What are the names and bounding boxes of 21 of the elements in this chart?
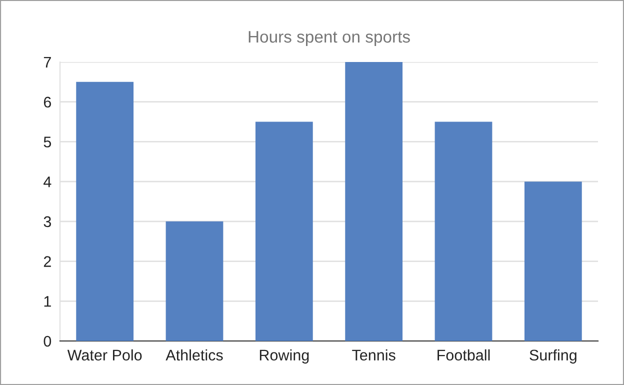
bar	[76, 82, 134, 341]
x-tick-label: Surfing	[530, 349, 576, 364]
y-tick-label: 6	[44, 96, 51, 108]
y-tick-label: 5	[44, 136, 52, 148]
bar	[345, 62, 403, 341]
bar	[524, 182, 582, 341]
y-tick-label: 7	[44, 57, 51, 68]
x-tick-label: Water Polo	[67, 349, 142, 361]
y-tick-label: 1	[44, 296, 51, 307]
x-tick-label: Football	[438, 349, 490, 361]
y-tick-label: 4	[44, 176, 52, 188]
y-tick-label: 3	[44, 216, 51, 228]
y-tick-label: 0	[44, 336, 52, 347]
x-tick-label: Tennis	[352, 349, 396, 361]
bar	[166, 221, 224, 341]
y-tick-label: 2	[44, 256, 51, 267]
x-tick-label: Rowing	[260, 349, 309, 364]
x-tick-label: Athletics	[166, 349, 223, 361]
chart-title: Hours spent on sports	[248, 31, 410, 46]
bar	[255, 122, 313, 341]
bar	[434, 122, 492, 341]
